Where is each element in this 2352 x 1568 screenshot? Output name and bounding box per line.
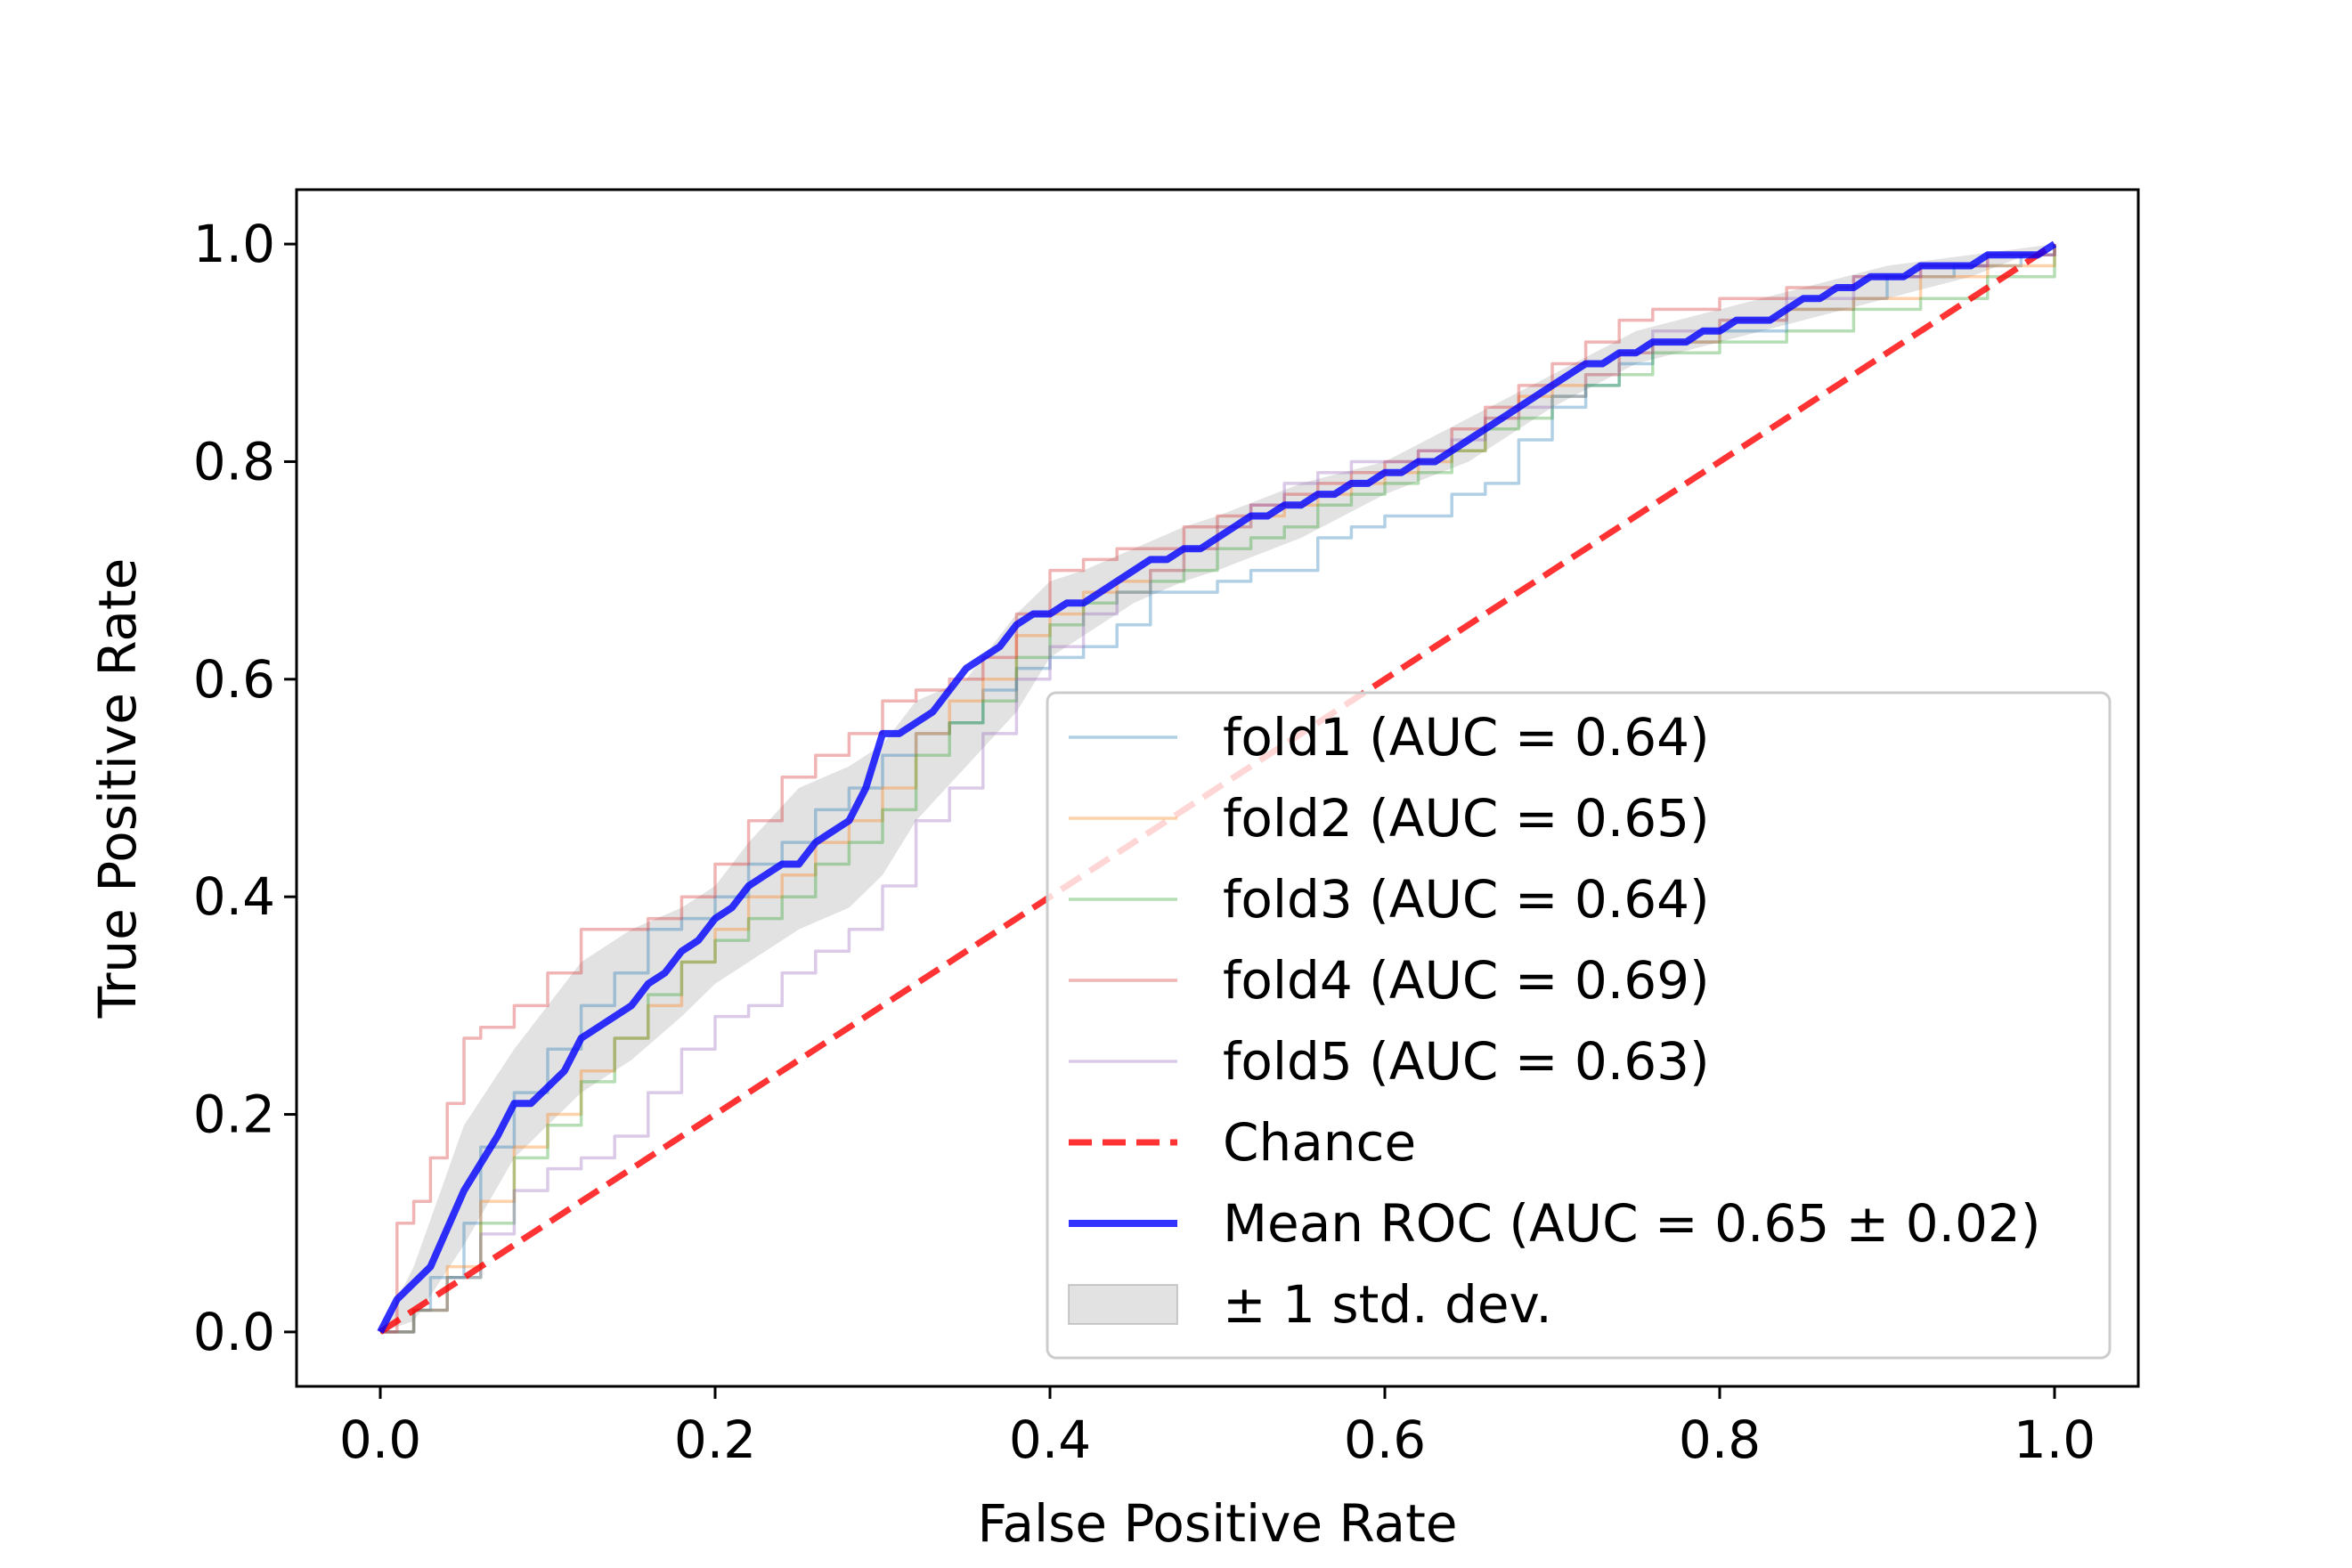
x-tick-label: 0.8	[1679, 1410, 1761, 1470]
x-axis-ticks: 0.0 0.2 0.4 0.6 0.8 1.0	[339, 1386, 2096, 1470]
x-tick-label: 1.0	[2014, 1410, 2096, 1470]
series-fold1-line	[380, 244, 2056, 1334]
mean-roc-line	[377, 240, 2057, 1334]
legend-fold5-label: fold5 (AUC = 0.63)	[1223, 1031, 1710, 1092]
x-tick-label: 0.4	[1009, 1410, 1091, 1470]
legend-chance-label: Chance	[1223, 1112, 1416, 1173]
series-fold3-line	[380, 244, 2056, 1334]
legend-mean-roc-label: Mean ROC (AUC = 0.65 ± 0.02)	[1223, 1193, 2040, 1254]
legend-fold4-label: fold4 (AUC = 0.69)	[1223, 950, 1710, 1011]
series-fold4-line	[380, 244, 2056, 1334]
legend-fold3-label: fold3 (AUC = 0.64)	[1223, 869, 1710, 930]
legend-1-std-dev-label: ± 1 std. dev.	[1223, 1274, 1552, 1335]
legend-fold2-label: fold2 (AUC = 0.65)	[1223, 788, 1710, 849]
legend-frame	[1046, 691, 2112, 1360]
x-tick-label: 0.2	[674, 1410, 756, 1470]
x-tick-label: 0.6	[1344, 1410, 1426, 1470]
series-fold5-line	[380, 244, 2056, 1334]
y-tick-label: 0.6	[193, 649, 275, 710]
x-tick-label: 0.0	[339, 1410, 421, 1470]
y-axis-ticks: 0.0 0.2 0.4 0.6 0.8 1.0	[193, 214, 297, 1362]
plot-frame	[295, 188, 2140, 1388]
y-tick-label: 0.8	[193, 431, 275, 492]
series-layer	[377, 240, 2057, 1335]
x-axis-label: False Positive Rate	[977, 1493, 1457, 1554]
y-tick-label: 0.0	[193, 1302, 275, 1362]
y-tick-label: 0.4	[193, 866, 275, 927]
y-tick-label: 0.2	[193, 1085, 275, 1145]
y-axis-label: True Positive Rate	[87, 558, 148, 1020]
y-tick-label: 1.0	[193, 214, 275, 274]
legend-std-swatch	[1068, 1284, 1178, 1325]
legend-fold1-label: fold1 (AUC = 0.64)	[1223, 707, 1710, 768]
legend: fold1 (AUC = 0.64) fold2 (AUC = 0.65) fold…	[1046, 691, 2112, 1360]
